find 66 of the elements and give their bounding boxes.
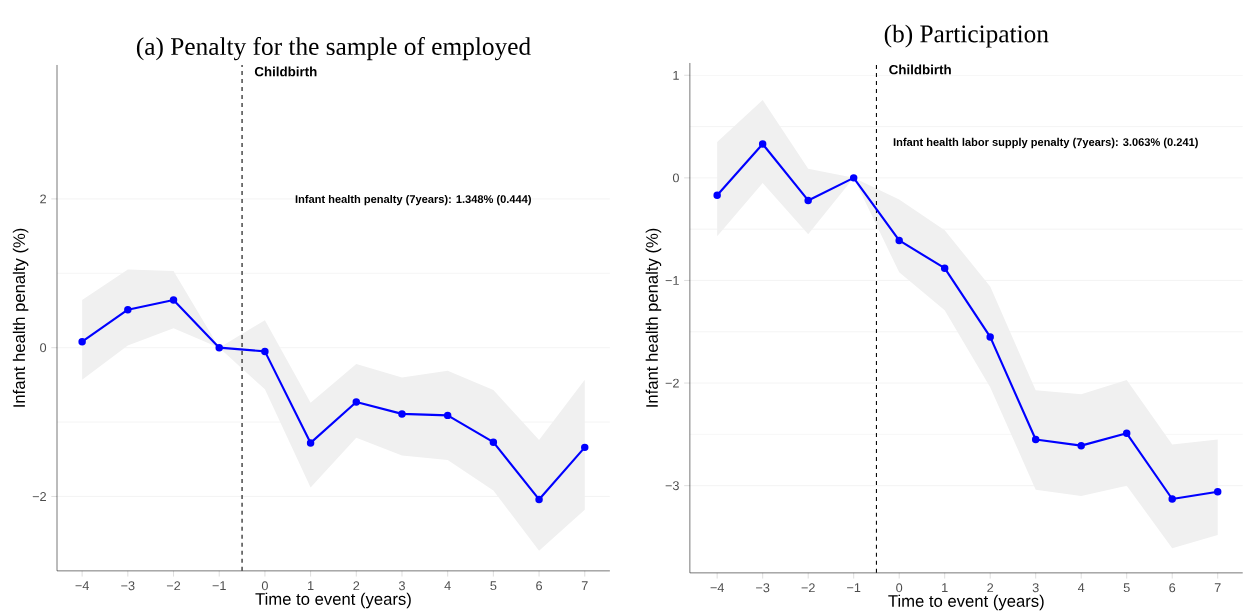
point — [352, 398, 361, 406]
x-tick-label: −3 — [121, 581, 135, 591]
y-tick-label: 2 — [40, 194, 46, 204]
chart-title: (b) Participation — [884, 24, 1049, 48]
x-tick-label: 7 — [581, 581, 588, 591]
y-tick-label: −3 — [665, 481, 679, 491]
point — [1077, 442, 1085, 450]
x-axis-title: Time to event (years) — [255, 592, 411, 609]
y-tick-label: −2 — [32, 492, 46, 502]
point — [940, 264, 949, 273]
x-tick-label: 2 — [987, 583, 994, 593]
annotation: Infant health penalty (7years): 1.348% (0.444) — [295, 195, 531, 206]
x-tick-label: 5 — [490, 581, 497, 591]
y-tick-label: −1 — [665, 276, 679, 285]
x-tick-label: 4 — [444, 581, 451, 591]
point — [124, 306, 132, 314]
x-tick-label: 1 — [942, 583, 948, 593]
y-axis-title: Infant health penalty (%) — [645, 228, 662, 407]
x-tick-label: −2 — [166, 581, 181, 591]
point — [581, 443, 589, 452]
point — [78, 338, 86, 346]
point — [804, 196, 812, 205]
y-axis-title: Infant health penalty (%) — [12, 228, 29, 407]
x-tick-label: 3 — [1032, 583, 1039, 593]
point — [489, 438, 498, 447]
y-tick-label: −2 — [665, 378, 679, 388]
point — [758, 140, 767, 148]
point — [169, 296, 178, 304]
x-tick-label: −1 — [847, 583, 861, 593]
point — [986, 333, 994, 341]
point — [1213, 488, 1222, 496]
x-axis-title: Time to event (years) — [888, 594, 1044, 611]
point — [895, 236, 903, 245]
x-tick-label: 0 — [261, 581, 268, 591]
point — [535, 495, 543, 504]
point — [215, 344, 223, 352]
x-tick-label: −4 — [710, 583, 725, 593]
x-tick-label: 1 — [308, 581, 314, 591]
chart-title: (a) Penalty for the sample of employed — [136, 37, 531, 61]
x-tick-label: 4 — [1077, 583, 1085, 593]
x-tick-label: 0 — [896, 583, 903, 593]
x-tick-label: 2 — [353, 581, 360, 591]
point — [443, 411, 452, 420]
ref-line-label: Childbirth — [254, 66, 317, 77]
y-tick-label: 0 — [40, 343, 47, 353]
point — [713, 191, 721, 200]
y-tick-label: 1 — [673, 71, 679, 80]
x-tick-label: 3 — [398, 581, 405, 591]
point — [1122, 429, 1131, 438]
point — [849, 174, 858, 182]
x-tick-label: −1 — [212, 581, 226, 591]
point — [261, 347, 269, 356]
x-tick-label: −3 — [756, 583, 770, 593]
point — [1168, 495, 1176, 503]
x-tick-label: −4 — [75, 581, 89, 591]
x-tick-label: 6 — [1169, 583, 1176, 593]
y-tick-label: 0 — [672, 173, 679, 183]
annotation: Infant health labor supply penalty (7years): 3.063% (0.241) — [893, 138, 1198, 149]
point — [1031, 435, 1040, 444]
x-tick-label: 6 — [536, 581, 543, 591]
ref-line-label: Childbirth — [889, 64, 951, 75]
point — [398, 410, 406, 418]
x-tick-label: −2 — [801, 583, 815, 593]
point — [306, 439, 315, 447]
x-tick-label: 5 — [1123, 583, 1130, 593]
x-tick-label: 7 — [1214, 583, 1221, 593]
